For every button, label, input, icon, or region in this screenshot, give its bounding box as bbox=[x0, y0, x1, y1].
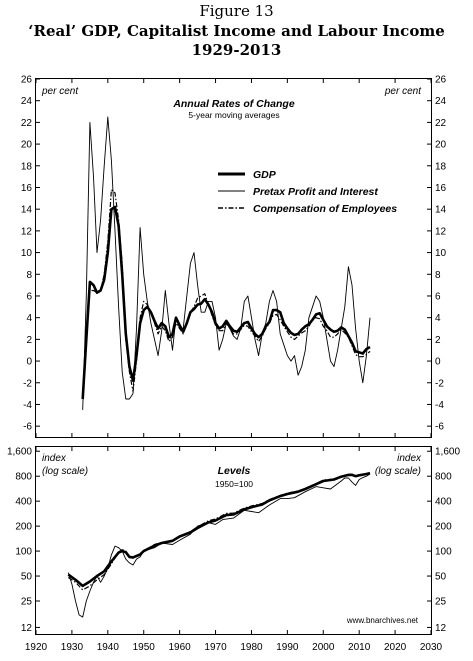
top-panel-subtitle: 5-year moving averages bbox=[188, 110, 279, 120]
bottom-unit-right: index bbox=[397, 453, 422, 464]
top-y-tick-label-left: 22 bbox=[21, 118, 33, 129]
top-y-tick-label-right: 10 bbox=[435, 248, 447, 259]
top-y-tick-label-left: 8 bbox=[26, 270, 32, 281]
bottom-y-tick-label-right: 12 bbox=[435, 623, 447, 634]
source-note: www.bnarchives.net bbox=[346, 616, 419, 625]
bottom-y-tick-label-right: 25 bbox=[435, 597, 447, 608]
bottom-unit-right-sub: (log scale) bbox=[375, 466, 421, 477]
bottom-y-tick-label-left: 800 bbox=[15, 472, 32, 483]
top-y-tick-label-left: 24 bbox=[21, 96, 33, 107]
top-y-tick-label-right: 20 bbox=[435, 140, 447, 151]
x-tick-label: 2030 bbox=[420, 642, 443, 653]
x-tick-label: 2010 bbox=[348, 642, 371, 653]
bottom-series-compensation-of-employees bbox=[67, 473, 371, 591]
top-panel-frame bbox=[35, 78, 432, 438]
top-y-tick-label-left: 20 bbox=[21, 140, 33, 151]
top-y-tick-label-left: 0 bbox=[26, 357, 32, 368]
bottom-y-tick-label-right: 200 bbox=[435, 522, 452, 533]
bottom-series-pretax-profit-and-interest bbox=[67, 473, 371, 618]
top-y-tick-label-right: 26 bbox=[435, 75, 447, 86]
top-y-tick-label-right: 0 bbox=[435, 357, 441, 368]
legend-label-compensation: Compensation of Employees bbox=[253, 203, 397, 215]
bottom-y-tick-label-left: 200 bbox=[15, 522, 32, 533]
top-y-tick-label-left: -4 bbox=[23, 400, 32, 411]
top-panel-title: Annual Rates of Change bbox=[172, 98, 295, 110]
top-y-tick-label-right: -2 bbox=[435, 378, 444, 389]
top-y-tick-label-left: 2 bbox=[26, 335, 32, 346]
bottom-y-tick-label-left: 50 bbox=[21, 572, 33, 583]
bottom-y-tick-label-right: 400 bbox=[435, 497, 452, 508]
legend-label-gdp: GDP bbox=[253, 169, 277, 181]
x-tick-label: 1960 bbox=[169, 642, 192, 653]
bottom-y-tick-label-left: 400 bbox=[15, 497, 32, 508]
top-y-tick-label-left: 6 bbox=[26, 291, 32, 302]
top-unit-left: per cent bbox=[41, 86, 79, 97]
x-tick-label: 1930 bbox=[61, 642, 84, 653]
top-y-tick-label-right: 22 bbox=[435, 118, 447, 129]
top-y-tick-label-left: 10 bbox=[21, 248, 33, 259]
top-y-tick-label-right: 6 bbox=[435, 291, 441, 302]
bottom-panel-title: Levels bbox=[218, 465, 251, 477]
bottom-y-tick-label-left: 12 bbox=[21, 623, 33, 634]
top-y-tick-label-right: -4 bbox=[435, 400, 444, 411]
figure-period: 1929-2013 bbox=[191, 41, 282, 59]
bottom-y-tick-label-left: 100 bbox=[15, 547, 32, 558]
bottom-unit-left-sub: (log scale) bbox=[42, 466, 88, 477]
bottom-panel-frame bbox=[35, 446, 432, 635]
bottom-series-gdp bbox=[67, 471, 371, 588]
x-tick-label: 1940 bbox=[97, 642, 120, 653]
top-y-tick-label-left: 12 bbox=[21, 226, 33, 237]
x-tick-label: 1980 bbox=[240, 642, 263, 653]
x-tick-label: 2000 bbox=[312, 642, 335, 653]
bottom-y-tick-label-right: 800 bbox=[435, 472, 452, 483]
bottom-y-tick-label-left: 1,600 bbox=[7, 447, 32, 458]
figure-number: Figure 13 bbox=[199, 2, 274, 20]
x-tick-label: 2020 bbox=[384, 642, 407, 653]
legend-label-profit: Pretax Profit and Interest bbox=[253, 186, 378, 198]
top-y-tick-label-left: 18 bbox=[21, 161, 33, 172]
bottom-y-tick-label-right: 1,600 bbox=[435, 447, 460, 458]
top-y-tick-label-right: 16 bbox=[435, 183, 447, 194]
top-y-tick-label-right: -6 bbox=[435, 422, 444, 433]
top-y-tick-label-right: 14 bbox=[435, 205, 447, 216]
top-y-tick-label-right: 12 bbox=[435, 226, 447, 237]
top-y-tick-label-right: 8 bbox=[435, 270, 441, 281]
top-series-compensation-of-employees bbox=[82, 189, 371, 394]
x-tick-label: 1990 bbox=[276, 642, 299, 653]
bottom-y-tick-label-right: 50 bbox=[435, 572, 447, 583]
top-y-tick-label-left: -2 bbox=[23, 378, 32, 389]
top-y-tick-label-left: -6 bbox=[23, 422, 32, 433]
x-tick-label: 1950 bbox=[133, 642, 156, 653]
legend: GDP Pretax Profit and Interest Compensat… bbox=[218, 169, 397, 215]
top-y-tick-label-right: 24 bbox=[435, 96, 447, 107]
top-y-tick-label-right: 18 bbox=[435, 161, 447, 172]
x-tick-label: 1920 bbox=[25, 642, 48, 653]
bottom-unit-left: index bbox=[42, 453, 67, 464]
top-unit-right: per cent bbox=[384, 86, 422, 97]
top-y-tick-label-left: 26 bbox=[21, 75, 33, 86]
bottom-y-tick-label-left: 25 bbox=[21, 597, 33, 608]
bottom-y-tick-label-right: 100 bbox=[435, 547, 452, 558]
figure-title: ‘Real’ GDP, Capitalist Income and Labour… bbox=[28, 22, 445, 40]
top-y-tick-label-right: 4 bbox=[435, 313, 441, 324]
x-tick-label: 1970 bbox=[204, 642, 227, 653]
top-series-gdp bbox=[81, 205, 371, 400]
top-y-tick-label-left: 16 bbox=[21, 183, 33, 194]
top-y-tick-label-left: 14 bbox=[21, 205, 33, 216]
top-y-tick-label-left: 4 bbox=[26, 313, 32, 324]
top-y-tick-label-right: 2 bbox=[435, 335, 441, 346]
bottom-panel-subtitle: 1950=100 bbox=[215, 479, 253, 489]
top-series-pretax-profit-and-interest bbox=[82, 116, 371, 410]
